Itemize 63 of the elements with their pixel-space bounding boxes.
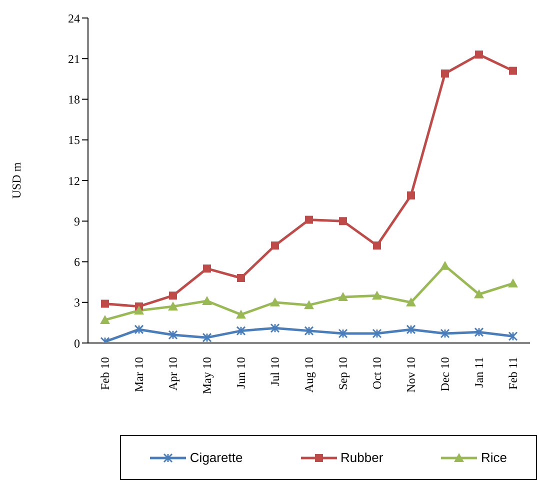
point [168,330,178,340]
point [304,300,314,310]
legend-label: Rubber [340,450,384,465]
y-tick-label: 12 [68,174,80,188]
x-tick-label: Dec 10 [438,357,452,392]
point [168,301,178,310]
point [406,297,416,306]
y-axis-title: USD m [9,162,24,199]
x-tick-label: Aug 10 [302,357,316,393]
point [407,191,415,200]
point [339,217,347,226]
point [440,260,450,270]
x-tick-label: Sep 10 [336,357,350,390]
y-tick-label: 3 [74,296,80,310]
point [100,314,110,324]
point [101,300,109,308]
x-tick-label: Mar 10 [132,357,146,392]
y-tick-label: 15 [68,133,80,148]
y-tick-label: 24 [68,11,80,26]
legend-label: Rice [481,450,508,465]
point [134,306,144,314]
point [474,327,484,337]
point [134,324,144,334]
point [509,66,517,75]
y-tick-label: 9 [74,214,80,228]
x-tick-label: Jun 10 [234,357,248,389]
point [338,328,348,338]
point [406,324,416,334]
point [440,328,450,338]
point [271,242,279,250]
point [236,310,246,319]
point [474,289,484,298]
point [475,50,483,59]
x-tick-label: Nov 10 [404,357,418,393]
legend-label: Cigarette [190,450,243,465]
point [441,70,449,78]
x-tick-label: May 10 [200,357,214,394]
x-tick-label: Jan 11 [472,357,486,388]
y-tick-label: 18 [68,92,80,107]
point [202,332,212,342]
point [338,292,348,301]
point [508,278,518,288]
point [372,328,382,338]
point [237,274,245,282]
y-tick-label: 6 [74,255,80,270]
point [169,292,177,300]
point [270,297,280,306]
point [203,264,211,273]
point [305,216,313,224]
x-tick-label: Oct 10 [370,357,384,390]
point [202,296,212,306]
point [304,326,314,336]
x-tick-label: Feb 10 [98,357,112,390]
x-tick-label: Jul 10 [268,357,282,386]
y-tick-label: 0 [74,336,80,350]
point [373,242,381,250]
y-tick-label: 21 [68,52,80,66]
x-tick-label: Apr 10 [166,357,180,391]
x-tick-label: Feb 11 [506,357,520,390]
point [508,331,518,341]
point [236,326,246,336]
point [372,290,382,300]
point [270,323,280,333]
